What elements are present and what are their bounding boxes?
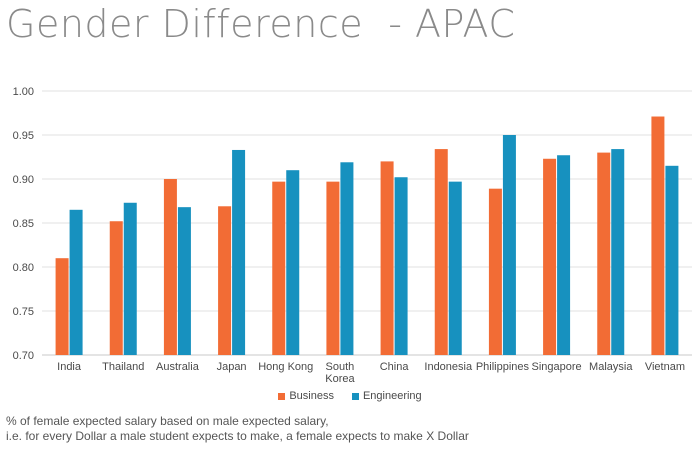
y-axis-ticks: 0.70 0.75 0.80 0.85 0.90 0.95 1.00 (13, 86, 34, 362)
bar-business-japan (218, 206, 232, 355)
x-category-label: China (380, 361, 410, 373)
legend-item-business: Business (278, 390, 334, 402)
bar-business-philippines (488, 188, 502, 355)
bar-engineering-hong-kong (286, 170, 300, 355)
bar-business-australia (163, 179, 177, 355)
bar-business-malaysia (597, 152, 611, 355)
bar-engineering-india (69, 209, 83, 355)
legend-label-business: Business (289, 390, 334, 402)
x-category-label: Vietnam (645, 361, 685, 373)
x-category-label: South (326, 361, 355, 373)
legend-label-engineering: Engineering (362, 390, 422, 402)
footnote: % of female expected salary based on mal… (6, 414, 469, 444)
bar-business-thailand (109, 221, 123, 355)
bar-business-china (380, 161, 394, 355)
footnote-line-2: i.e. for every Dollar a male student exp… (6, 429, 469, 443)
x-category-label: India (57, 361, 82, 373)
x-category-label: Japan (217, 361, 247, 373)
y-tick-label: 0.80 (13, 262, 34, 274)
x-category-label: Malaysia (589, 361, 633, 373)
x-category-label: Korea (325, 373, 355, 385)
bar-business-south-korea (326, 181, 340, 355)
x-category-label: Singapore (532, 361, 582, 373)
legend: Business Engineering (0, 390, 700, 402)
x-category-label: Indonesia (424, 361, 473, 373)
bar-engineering-thailand (123, 202, 137, 355)
gridlines (42, 90, 692, 356)
bar-engineering-china (394, 177, 408, 355)
bar-engineering-japan (232, 149, 246, 355)
bar-engineering-vietnam (665, 165, 679, 355)
y-tick-label: 0.85 (13, 218, 34, 230)
footnote-line-1: % of female expected salary based on mal… (6, 414, 329, 428)
x-axis-categories: India Thailand Australia Japan Hong Kong Sout… (57, 361, 685, 385)
legend-swatch-engineering (351, 392, 359, 400)
x-category-label: Hong Kong (258, 361, 313, 373)
y-tick-label: 0.75 (13, 306, 34, 318)
chart-title: Gender Difference - APAC (6, 2, 516, 46)
bar-business-india (55, 258, 69, 355)
bar-engineering-singapore (557, 155, 571, 355)
x-category-label: Thailand (102, 361, 144, 373)
y-tick-label: 0.95 (13, 130, 34, 142)
bar-business-indonesia (434, 149, 448, 355)
bar-engineering-philippines (502, 135, 516, 355)
bars (55, 116, 679, 356)
bar-engineering-australia (177, 207, 191, 355)
legend-swatch-business (278, 392, 286, 400)
legend-item-engineering: Engineering (351, 390, 422, 402)
bar-business-hong-kong (272, 181, 286, 355)
y-tick-label: 0.70 (13, 350, 34, 362)
bar-engineering-south-korea (340, 162, 354, 355)
bar-engineering-malaysia (611, 149, 625, 355)
bar-business-vietnam (651, 116, 665, 356)
y-tick-label: 0.90 (13, 174, 34, 186)
x-category-label: Philippines (476, 361, 530, 373)
bar-business-singapore (543, 158, 557, 355)
y-tick-label: 1.00 (13, 86, 34, 98)
bar-engineering-indonesia (448, 181, 462, 355)
x-category-label: Australia (156, 361, 200, 373)
